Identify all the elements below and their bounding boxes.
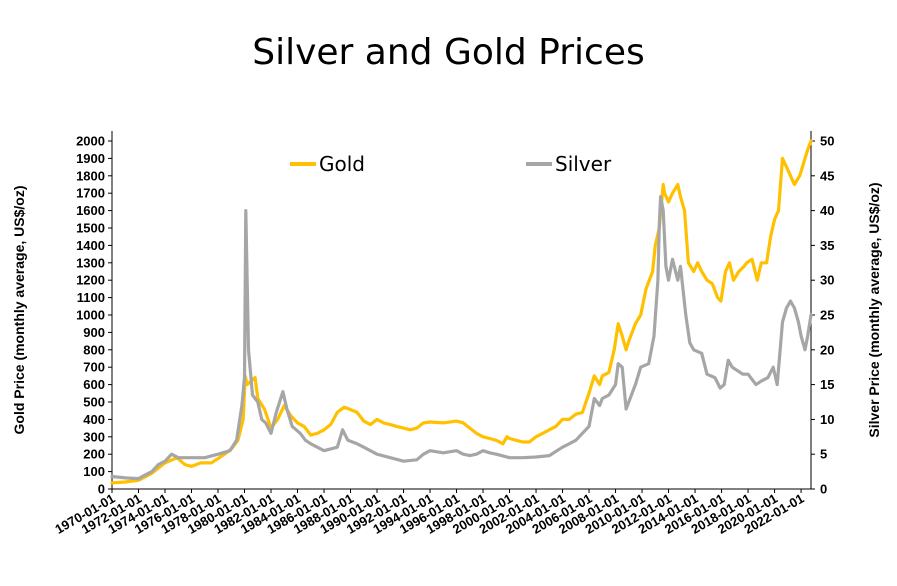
left-tick-label: 500 [83, 395, 105, 410]
left-y-ticks: 0 100 200 300 400 500 600 700 800 900 1000 1100 1200… [76, 134, 112, 497]
x-ticks: 1970-01-011972-01-011974-01-011976-01-01… [52, 489, 807, 537]
left-tick-label: 1800 [76, 168, 105, 183]
left-tick-label: 1200 [76, 273, 105, 288]
left-tick-label: 2000 [76, 134, 105, 149]
axes-group [111, 131, 812, 490]
legend: Gold Silver [290, 152, 612, 176]
left-tick-label: 1900 [76, 151, 105, 166]
left-tick-label: 400 [83, 412, 105, 427]
right-tick-label: 5 [820, 447, 827, 462]
left-tick-label: 1300 [76, 255, 105, 270]
left-tick-label: 1000 [76, 308, 105, 323]
silver-series-line [110, 195, 813, 481]
right-tick-label: 15 [820, 377, 834, 392]
right-y-ticks: 0 5 10 15 20 25 30 35 40 45 50 [811, 134, 834, 497]
left-tick-label: 600 [83, 377, 105, 392]
right-tick-label: 45 [820, 168, 834, 183]
left-tick-label: 1400 [76, 238, 105, 253]
legend-gold-label: Gold [319, 152, 365, 176]
series-layer [110, 139, 813, 485]
left-tick-label: 200 [83, 447, 105, 462]
right-tick-label: 10 [820, 412, 834, 427]
left-tick-label: 900 [83, 325, 105, 340]
left-tick-label: 800 [83, 342, 105, 357]
gold-series-line [110, 139, 813, 485]
left-y-axis-title: Gold Price (monthly average, US$/oz) [11, 186, 27, 435]
right-tick-label: 30 [820, 273, 834, 288]
right-tick-label: 35 [820, 238, 834, 253]
right-tick-label: 25 [820, 308, 834, 323]
left-tick-label: 1700 [76, 186, 105, 201]
left-tick-label: 700 [83, 360, 105, 375]
right-tick-label: 0 [820, 482, 827, 497]
chart-title: Silver and Gold Prices [252, 32, 645, 73]
right-tick-label: 20 [820, 342, 834, 357]
left-tick-label: 100 [83, 464, 105, 479]
left-tick-label: 0 [98, 482, 105, 497]
right-tick-label: 50 [820, 134, 834, 149]
left-tick-label: 1500 [76, 221, 105, 236]
right-tick-label: 40 [820, 203, 834, 218]
left-tick-label: 1600 [76, 203, 105, 218]
left-tick-label: 1100 [77, 290, 105, 305]
legend-silver-label: Silver [555, 152, 612, 176]
right-y-axis-title: Silver Price (monthly average, US$/oz) [866, 182, 882, 437]
left-tick-label: 300 [83, 429, 105, 444]
